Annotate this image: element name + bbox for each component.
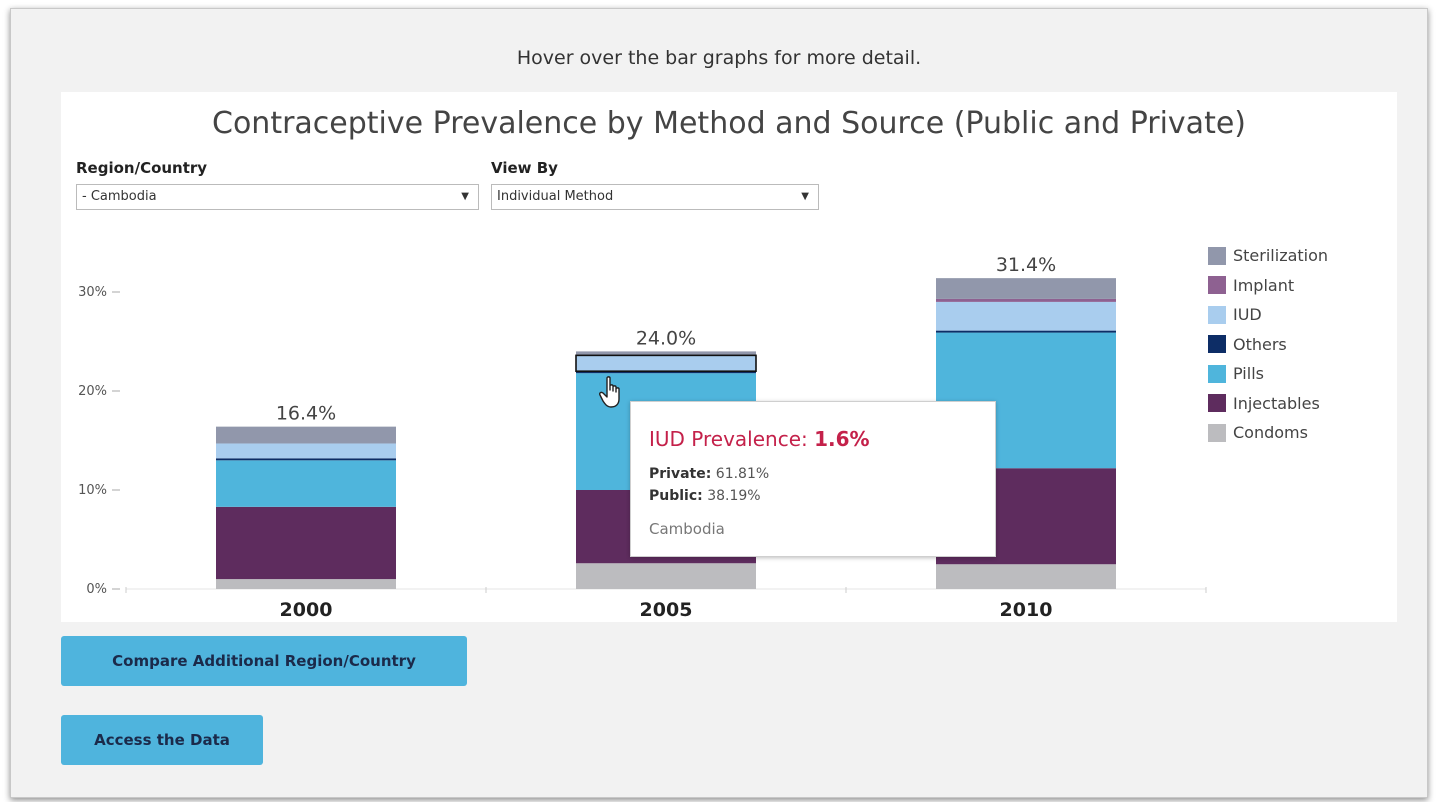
bar-segment-others	[936, 330, 1116, 333]
view-by-select[interactable]: Individual Method ▼	[491, 184, 819, 210]
bar-segment-sterilization	[216, 426, 396, 444]
hovered-segment-outline	[575, 354, 757, 372]
bar-total-label: 16.4%	[276, 403, 336, 425]
bar-total-label: 24.0%	[636, 327, 696, 349]
bar-segment-condoms	[216, 579, 396, 589]
y-tick-label: 20%	[78, 384, 107, 399]
hover-hint: Hover over the bar graphs for more detai…	[516, 47, 922, 69]
legend-swatch	[1208, 246, 1226, 265]
region-country-value: - Cambodia	[82, 189, 157, 204]
legend-item-implant[interactable]: Implant	[1208, 271, 1328, 301]
tooltip-public-row: Public: 38.19%	[649, 488, 761, 504]
tooltip-title-prefix: IUD Prevalence:	[649, 427, 815, 451]
x-category-label: 2010	[1000, 599, 1053, 621]
dashboard-frame: Hover over the bar graphs for more detai…	[10, 8, 1428, 798]
legend-item-others[interactable]: Others	[1208, 330, 1328, 360]
y-tick-label: 0%	[86, 582, 107, 597]
chart-legend: Sterilization Implant IUD Others Pills Inject…	[1208, 241, 1328, 448]
bar-segment-iud	[216, 443, 396, 459]
chart-title: Contraceptive Prevalence by Method and S…	[212, 106, 1246, 141]
tooltip-private-value: 61.81%	[715, 466, 770, 482]
view-by-label: View By	[491, 159, 558, 177]
tooltip-private-row: Private: 61.81%	[649, 466, 769, 482]
tooltip-public-value: 38.19%	[707, 488, 761, 504]
legend-swatch	[1208, 335, 1226, 354]
bar-tooltip: IUD Prevalence: 1.6% Private: 61.81% Pub…	[630, 401, 996, 557]
legend-label: Others	[1233, 334, 1287, 354]
legend-label: Pills	[1233, 364, 1264, 384]
view-by-value: Individual Method	[497, 189, 614, 204]
bar-segment-others	[216, 458, 396, 461]
region-country-label: Region/Country	[76, 159, 208, 177]
legend-swatch	[1208, 364, 1226, 383]
y-tick-label: 10%	[78, 483, 107, 498]
legend-label: IUD	[1233, 305, 1262, 325]
legend-swatch	[1208, 394, 1226, 413]
tooltip-region: Cambodia	[649, 520, 725, 538]
chevron-down-icon: ▼	[801, 191, 809, 202]
bar-segment-injectables	[216, 506, 396, 580]
legend-item-condoms[interactable]: Condoms	[1208, 418, 1328, 448]
chart-panel: Contraceptive Prevalence by Method and S…	[61, 92, 1397, 622]
tooltip-private-label: Private:	[649, 466, 712, 482]
bar-segment-others	[576, 371, 756, 374]
x-category-label: 2005	[640, 599, 693, 621]
legend-swatch	[1208, 423, 1226, 442]
legend-label: Condoms	[1233, 423, 1308, 443]
legend-item-pills[interactable]: Pills	[1208, 359, 1328, 389]
bar-segment-sterilization	[936, 278, 1116, 299]
y-tick-label: 30%	[78, 285, 107, 300]
compare-region-button[interactable]: Compare Additional Region/Country	[61, 636, 467, 686]
legend-label: Injectables	[1233, 393, 1320, 413]
bar-segment-sterilization	[576, 351, 756, 356]
legend-item-sterilization[interactable]: Sterilization	[1208, 241, 1328, 271]
tooltip-title: IUD Prevalence: 1.6%	[649, 427, 870, 451]
legend-item-injectables[interactable]: Injectables	[1208, 389, 1328, 419]
legend-label: Implant	[1233, 275, 1295, 295]
bar-segment-pills	[216, 460, 396, 507]
access-data-button[interactable]: Access the Data	[61, 715, 263, 765]
x-category-label: 2000	[280, 599, 333, 621]
hand-pointer-icon	[599, 376, 620, 408]
bar-segment-iud	[936, 301, 1116, 331]
bar-segment-iud	[576, 355, 756, 372]
region-country-select[interactable]: - Cambodia ▼	[76, 184, 479, 210]
tooltip-title-value: 1.6%	[814, 427, 870, 451]
bar-segment-condoms	[576, 563, 756, 589]
legend-swatch	[1208, 276, 1226, 295]
legend-swatch	[1208, 305, 1226, 324]
chevron-down-icon: ▼	[461, 191, 469, 202]
bar-total-label: 31.4%	[996, 254, 1056, 276]
tooltip-public-label: Public:	[649, 488, 703, 504]
legend-label: Sterilization	[1233, 246, 1329, 266]
legend-item-iud[interactable]: IUD	[1208, 300, 1328, 330]
bar-segment-implant	[936, 298, 1116, 302]
bar-segment-condoms	[936, 564, 1116, 589]
